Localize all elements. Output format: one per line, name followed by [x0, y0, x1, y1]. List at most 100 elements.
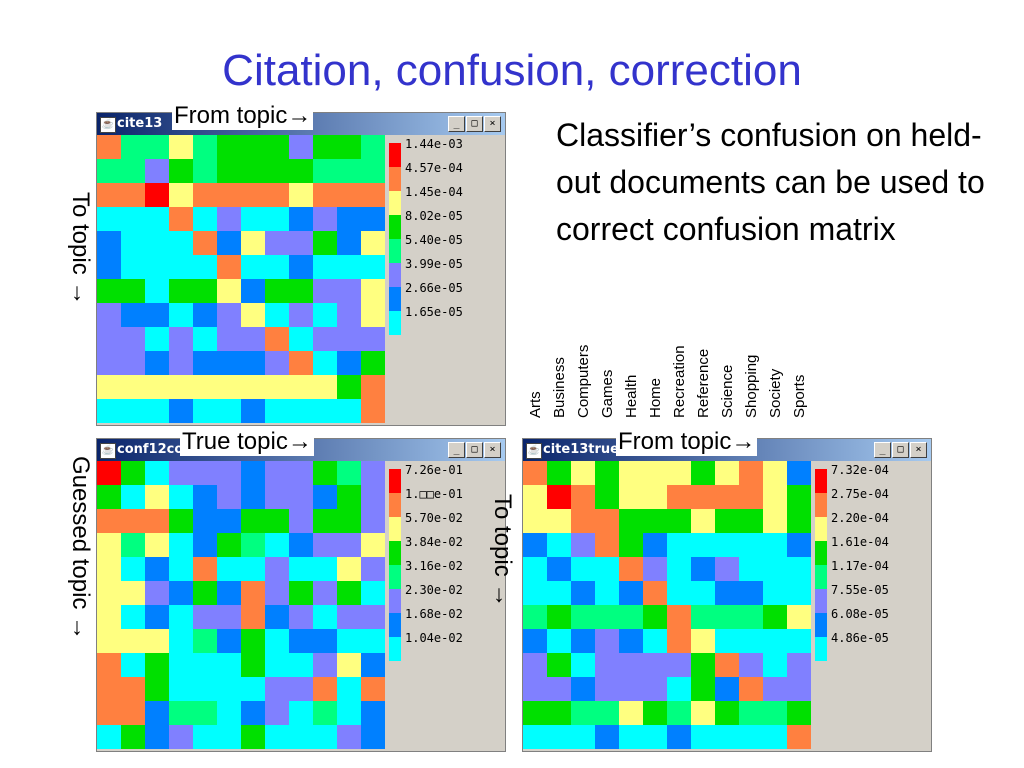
- heatmap-cell: [361, 279, 385, 303]
- heatmap-cell: [265, 399, 289, 423]
- heatmap-legend: 1.44e-03 4.57e-04 1.45e-04 8.02e-05 5.40e-05…: [387, 135, 505, 425]
- heatmap-cell: [97, 461, 121, 485]
- heatmap-cell: [667, 461, 691, 485]
- heatmap-cell: [313, 375, 337, 399]
- heatmap-cell: [337, 533, 361, 557]
- heatmap-cell: [97, 351, 121, 375]
- heatmap-cell: [193, 375, 217, 399]
- heatmap-cell: [241, 725, 265, 749]
- heatmap-cell: [691, 485, 715, 509]
- legend-swatch: [389, 637, 401, 661]
- heatmap-cell: [217, 605, 241, 629]
- heatmap-cell: [739, 461, 763, 485]
- legend-label: 1.□□e-01: [405, 487, 463, 501]
- heatmap-cell: [217, 461, 241, 485]
- legend-swatch: [815, 637, 827, 661]
- heatmap-cell: [313, 327, 337, 351]
- heatmap-cell: [169, 255, 193, 279]
- heatmap-cell: [241, 461, 265, 485]
- heatmap-cell: [289, 351, 313, 375]
- close-button[interactable]: ×: [910, 442, 927, 458]
- heatmap-cell: [121, 399, 145, 423]
- heatmap-cell: [97, 725, 121, 749]
- window-title: conf12co: [117, 442, 184, 457]
- close-button[interactable]: ×: [484, 116, 501, 132]
- heatmap-cell: [265, 533, 289, 557]
- heatmap-cell: [547, 461, 571, 485]
- heatmap-cell: [265, 485, 289, 509]
- heatmap-cell: [289, 461, 313, 485]
- heatmap-cell: [361, 509, 385, 533]
- heatmap-cell: [337, 279, 361, 303]
- heatmap-cell: [121, 725, 145, 749]
- heatmap-cell: [169, 485, 193, 509]
- heatmap-cell: [145, 351, 169, 375]
- heatmap-cell: [763, 581, 787, 605]
- heatmap-cell: [547, 701, 571, 725]
- heatmap-cell: [667, 533, 691, 557]
- heatmap-cell: [193, 725, 217, 749]
- heatmap-cell: [217, 533, 241, 557]
- heatmap-cell: [643, 677, 667, 701]
- heatmap-cell: [787, 509, 811, 533]
- heatmap-cell: [169, 135, 193, 159]
- heatmap-cell: [715, 629, 739, 653]
- heatmap-cell: [97, 653, 121, 677]
- heatmap-cell: [691, 509, 715, 533]
- heatmap-cell: [361, 725, 385, 749]
- window-title: cite13true: [543, 442, 619, 457]
- heatmap-cell: [169, 629, 193, 653]
- heatmap-cell: [787, 725, 811, 749]
- heatmap-cell: [547, 653, 571, 677]
- heatmap-cell: [619, 677, 643, 701]
- heatmap-cell: [121, 303, 145, 327]
- heatmap-cell: [571, 509, 595, 533]
- heatmap-cell: [763, 557, 787, 581]
- heatmap-cell: [313, 605, 337, 629]
- heatmap-cell: [523, 629, 547, 653]
- heatmap-cell: [97, 557, 121, 581]
- heatmap-cell: [361, 581, 385, 605]
- legend-swatch: [389, 191, 401, 215]
- heatmap-cell: [337, 629, 361, 653]
- heatmap-cell: [313, 533, 337, 557]
- minimize-button[interactable]: _: [448, 442, 465, 458]
- legend-label: 2.30e-02: [405, 583, 463, 597]
- minimize-button[interactable]: _: [874, 442, 891, 458]
- heatmap-cell: [169, 327, 193, 351]
- heatmap-cell: [121, 581, 145, 605]
- maximize-button[interactable]: □: [892, 442, 909, 458]
- heatmap-cell: [361, 231, 385, 255]
- heatmap-cell: [193, 303, 217, 327]
- heatmap-cell: [265, 327, 289, 351]
- heatmap-cell: [763, 677, 787, 701]
- legend-label: 7.55e-05: [831, 583, 889, 597]
- heatmap-cell: [193, 629, 217, 653]
- heatmap-cell: [169, 461, 193, 485]
- heatmap-cell: [313, 557, 337, 581]
- heatmap-cell: [121, 351, 145, 375]
- heatmap-cell: [739, 677, 763, 701]
- heatmap-cell: [241, 279, 265, 303]
- heatmap-cell: [121, 207, 145, 231]
- heatmap-cell: [571, 461, 595, 485]
- heatmap-cell: [145, 485, 169, 509]
- legend-label: 5.40e-05: [405, 233, 463, 247]
- heatmap-cell: [571, 557, 595, 581]
- heatmap-cell: [361, 653, 385, 677]
- heatmap-cell: [787, 581, 811, 605]
- heatmap-cell: [523, 581, 547, 605]
- heatmap-cell: [691, 701, 715, 725]
- heatmap-cell: [145, 303, 169, 327]
- heatmap-cell: [643, 653, 667, 677]
- maximize-button[interactable]: □: [466, 442, 483, 458]
- legend-label: 2.20e-04: [831, 511, 889, 525]
- heatmap-cell: [691, 581, 715, 605]
- maximize-button[interactable]: □: [466, 116, 483, 132]
- minimize-button[interactable]: _: [448, 116, 465, 132]
- close-button[interactable]: ×: [484, 442, 501, 458]
- heatmap-cell: [121, 255, 145, 279]
- heatmap-cell: [241, 303, 265, 327]
- heatmap-cell: [97, 183, 121, 207]
- heatmap-cell: [643, 485, 667, 509]
